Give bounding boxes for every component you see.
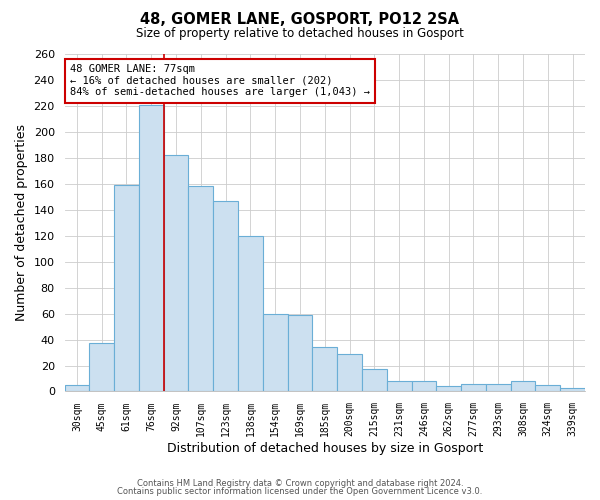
- Bar: [461, 384, 486, 392]
- Text: 48 GOMER LANE: 77sqm
← 16% of detached houses are smaller (202)
84% of semi-deta: 48 GOMER LANE: 77sqm ← 16% of detached h…: [70, 64, 370, 98]
- Bar: [213, 200, 238, 392]
- Bar: [337, 354, 362, 392]
- Bar: [387, 381, 412, 392]
- Bar: [535, 385, 560, 392]
- Bar: [362, 370, 387, 392]
- Bar: [89, 344, 114, 392]
- Bar: [313, 348, 337, 392]
- Bar: [436, 386, 461, 392]
- Text: Size of property relative to detached houses in Gosport: Size of property relative to detached ho…: [136, 28, 464, 40]
- Text: Contains public sector information licensed under the Open Government Licence v3: Contains public sector information licen…: [118, 487, 482, 496]
- Bar: [560, 388, 585, 392]
- Bar: [412, 381, 436, 392]
- Bar: [287, 315, 313, 392]
- Bar: [164, 155, 188, 392]
- Y-axis label: Number of detached properties: Number of detached properties: [15, 124, 28, 321]
- Text: 48, GOMER LANE, GOSPORT, PO12 2SA: 48, GOMER LANE, GOSPORT, PO12 2SA: [140, 12, 460, 28]
- Bar: [263, 314, 287, 392]
- Bar: [188, 186, 213, 392]
- Bar: [114, 185, 139, 392]
- Bar: [486, 384, 511, 392]
- Text: Contains HM Land Registry data © Crown copyright and database right 2024.: Contains HM Land Registry data © Crown c…: [137, 478, 463, 488]
- Bar: [238, 236, 263, 392]
- Bar: [65, 385, 89, 392]
- Bar: [511, 381, 535, 392]
- Bar: [139, 104, 164, 392]
- X-axis label: Distribution of detached houses by size in Gosport: Distribution of detached houses by size …: [167, 442, 483, 455]
